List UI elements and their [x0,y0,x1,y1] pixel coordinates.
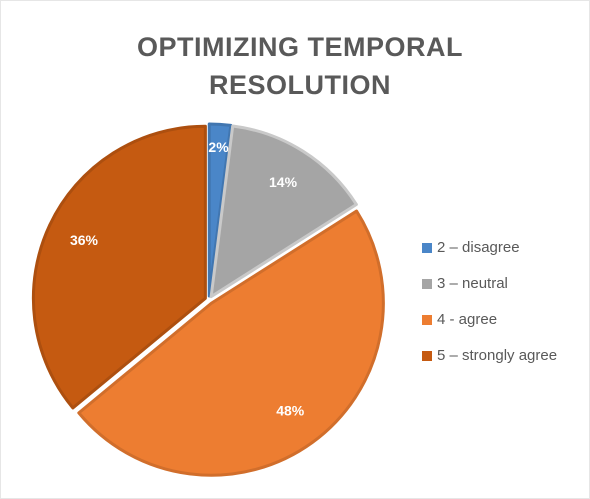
pie-slice [209,124,358,299]
data-label: 14% [269,174,298,190]
legend-label: 3 – neutral [437,275,508,292]
legend-swatch [422,243,432,253]
legend-label: 2 – disagree [437,239,520,256]
legend-swatch [422,279,432,289]
data-label: 36% [70,232,99,248]
data-label: 2% [208,139,229,155]
data-label: 48% [276,402,305,418]
pie-slice [207,122,233,298]
legend-swatch [422,315,432,325]
legend-label: 5 – strongly agree [437,347,557,364]
chart-title: OPTIMIZING TEMPORAL RESOLUTION [137,32,463,100]
legend-swatch [422,351,432,361]
pie-slice [77,209,385,477]
legend-label: 4 - agree [437,311,497,328]
pie-slice [31,124,207,410]
